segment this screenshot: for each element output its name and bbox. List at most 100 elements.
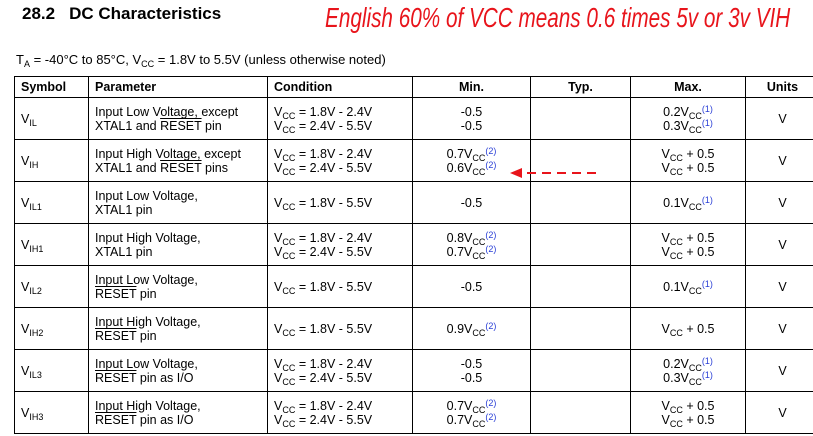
subscript: CC xyxy=(282,362,296,373)
text: = 1.8V - 2.4V xyxy=(295,104,373,119)
typ-cell xyxy=(530,139,631,182)
cell-line: VCC = 1.8V - 2.4V xyxy=(274,230,406,247)
min-cell: -0.5 -0.5 xyxy=(412,349,531,392)
cell-line: RESET pin as I/O xyxy=(95,413,261,427)
cell-line: Input High Voltage, xyxy=(95,231,261,245)
condition-cell: VCC = 1.8V - 2.4V VCC = 2.4V - 5.5V xyxy=(267,391,413,434)
condition-cell: VCC = 1.8V - 5.5V xyxy=(267,307,413,350)
cell-line: VIL2 xyxy=(21,280,82,296)
cell-line: VCC = 2.4V - 5.5V xyxy=(274,244,406,261)
unit: V xyxy=(778,111,787,126)
text: 0.8V xyxy=(446,230,473,245)
text: + 0.5 xyxy=(682,146,715,161)
cell-line: Input Low Voltage, xyxy=(95,189,261,203)
table-row: VIH1 Input High Voltage, XTAL1 pin VCC = 1.… xyxy=(14,223,813,266)
subscript: CC xyxy=(472,152,486,163)
symbol-cell: VIL3 xyxy=(14,349,89,392)
cell-line: Input High Voltage, xyxy=(95,399,261,413)
cell-line: VCC + 0.5 xyxy=(637,412,739,429)
symbol-cell: VIL2 xyxy=(14,265,89,308)
subscript: IL xyxy=(29,117,37,128)
cell-line: VIH xyxy=(21,154,82,170)
subscript: CC xyxy=(688,110,702,121)
max-cell: VCC + 0.5 VCC + 0.5 xyxy=(630,223,746,266)
subscript: IH xyxy=(29,159,39,170)
symbol-cell: VIL xyxy=(14,97,89,140)
text: = 1.8V - 5.5V xyxy=(295,195,373,210)
footnote-ref: (1) xyxy=(701,103,713,114)
text: V xyxy=(274,321,283,336)
footnote-ref: (1) xyxy=(701,194,713,205)
footnote-ref: (1) xyxy=(701,117,713,128)
text: V xyxy=(661,160,670,175)
text: V xyxy=(274,398,283,413)
cell-line: 0.3VCC(1) xyxy=(637,117,739,134)
cell-line: -0.5 xyxy=(419,280,524,294)
units-cell: V xyxy=(745,181,813,224)
text: = 2.4V - 5.5V xyxy=(295,118,373,133)
max-cell: VCC + 0.5 VCC + 0.5 xyxy=(630,391,746,434)
units-cell: V xyxy=(745,349,813,392)
text: Input High Voltage, except xyxy=(95,146,241,161)
text: 0.3V xyxy=(663,370,689,385)
unit: V xyxy=(778,363,787,378)
table-row: VIH2 Input High Voltage, RESET pin VCC = 1.… xyxy=(14,307,813,350)
symbol-cell: VIH3 xyxy=(14,391,89,434)
subscript: CC xyxy=(282,152,296,163)
cell-line: 0.6VCC(2) xyxy=(419,160,524,177)
text: V xyxy=(274,279,283,294)
section-number: 28.2 xyxy=(22,4,56,23)
text: 0.1V xyxy=(663,279,689,294)
text: V xyxy=(274,118,283,133)
cell-line: 0.2VCC(1) xyxy=(637,103,739,121)
cell-line: 0.2VCC(1) xyxy=(637,356,739,373)
unit: V xyxy=(778,405,787,420)
text: = 2.4V - 5.5V xyxy=(295,244,373,259)
subscript: CC xyxy=(282,166,296,177)
subscript: IH1 xyxy=(29,243,44,254)
parameter-cell: Input Low Voltage, RESET pin as I/O xyxy=(88,349,268,392)
text: = 2.4V - 5.5V xyxy=(295,160,373,175)
cell-line: 0.7VCC(2) xyxy=(419,146,524,163)
subscript: CC xyxy=(669,250,683,261)
cell-line: Input Low Voltage, xyxy=(95,357,261,371)
cell-line: 0.9VCC(2) xyxy=(419,320,524,338)
subscript: CC xyxy=(472,327,486,338)
overlined-text: RESET xyxy=(95,370,137,385)
subscript: IL2 xyxy=(29,285,42,296)
cell-line: VCC = 2.4V - 5.5V xyxy=(274,371,406,387)
subscript: IL3 xyxy=(29,369,42,380)
text: V xyxy=(661,321,670,336)
cell-line: 0.7VCC(2) xyxy=(419,398,524,414)
text: 0.3V xyxy=(663,118,689,133)
cell-line: VIL3 xyxy=(21,364,82,380)
subscript: CC xyxy=(472,166,486,177)
condition-cell: VCC = 1.8V - 2.4V VCC = 2.4V - 5.5V xyxy=(267,349,413,392)
typ-cell xyxy=(530,97,631,140)
max-cell: 0.2VCC(1) 0.3VCC(1) xyxy=(630,97,746,140)
footnote-ref: (2) xyxy=(485,320,497,331)
text: V xyxy=(661,412,670,427)
text: -0.5 xyxy=(460,279,483,294)
cell-line: VCC + 0.5 xyxy=(637,321,739,338)
cell-line: VCC = 1.8V - 5.5V xyxy=(274,195,406,212)
section-title: DC Characteristics xyxy=(69,4,222,23)
cell-line: 0.3VCC(1) xyxy=(637,370,739,386)
text: = 1.8V - 2.4V xyxy=(295,230,373,245)
cell-line: VCC = 2.4V - 5.5V xyxy=(274,413,406,429)
text: -0.5 xyxy=(460,104,483,119)
parameter-cell: Input Low Voltage, RESET pin xyxy=(88,265,268,308)
subscript: CC xyxy=(282,404,296,415)
subscript: CC xyxy=(688,362,702,373)
text: V xyxy=(661,398,670,413)
conditions-note: TA = -40°C to 85°C, VCC = 1.8V to 5.5V (… xyxy=(16,52,386,69)
text: V xyxy=(21,195,30,210)
subscript: CC xyxy=(669,327,683,338)
text: = 1.8V - 2.4V xyxy=(295,398,373,413)
typ-cell xyxy=(530,391,631,434)
cell-line: VIL xyxy=(21,112,82,128)
parameter-cell: Input Low Voltage, XTAL1 pin xyxy=(88,181,268,224)
table-row: VIL3 Input Low Voltage, RESET pin as I/O VC… xyxy=(14,349,813,392)
text: 0.7V xyxy=(446,398,473,413)
